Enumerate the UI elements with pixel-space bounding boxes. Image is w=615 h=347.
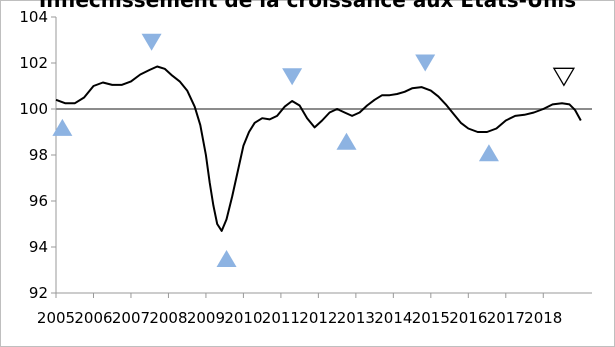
series-line [55,65,582,232]
y-tick-label: 100 [19,100,48,118]
down-triangle-marker [282,68,303,86]
y-tick-label: 94 [29,238,48,256]
marker-group [52,33,576,267]
down-triangle-marker [141,33,162,51]
x-tick-label: 2010 [224,309,262,327]
x-tick-label: 2016 [449,309,487,327]
x-tick-label: 2018 [524,309,562,327]
y-tick-label: 104 [19,8,48,26]
chart-title: Infléchissement de la croissance aux Eta… [38,0,577,12]
chart-axes [51,16,592,298]
x-tick-label: 2014 [374,309,412,327]
y-tick-label: 96 [29,192,48,210]
y-tick-label: 98 [29,146,48,164]
x-tick-label: 2008 [149,309,187,327]
x-tick-label: 2013 [337,309,375,327]
series-group [55,65,582,232]
down-triangle-marker [415,54,436,72]
y-tick-labels: 92 94 96 98 100 102 104 [19,8,48,302]
up-triangle-marker [52,118,73,136]
x-tick-label: 2017 [487,309,525,327]
up-triangle-marker [478,144,499,162]
up-triangle-marker [216,250,237,267]
x-tick-label: 2009 [187,309,225,327]
x-tick-label: 2006 [74,309,112,327]
x-tick-label: 2015 [412,309,450,327]
up-triangle-marker [336,132,357,150]
x-tick-label: 2005 [37,309,75,327]
x-tick-label: 2011 [262,309,300,327]
x-tick-label: 2007 [112,309,150,327]
x-tick-label: 2012 [299,309,337,327]
y-tick-label: 92 [29,284,48,302]
x-tick-labels: 2005 2006 2007 2008 2009 2010 2011 2012 2013 2014… [37,309,562,327]
y-tick-label: 102 [19,54,48,72]
outline-down-triangle-marker [552,67,576,87]
